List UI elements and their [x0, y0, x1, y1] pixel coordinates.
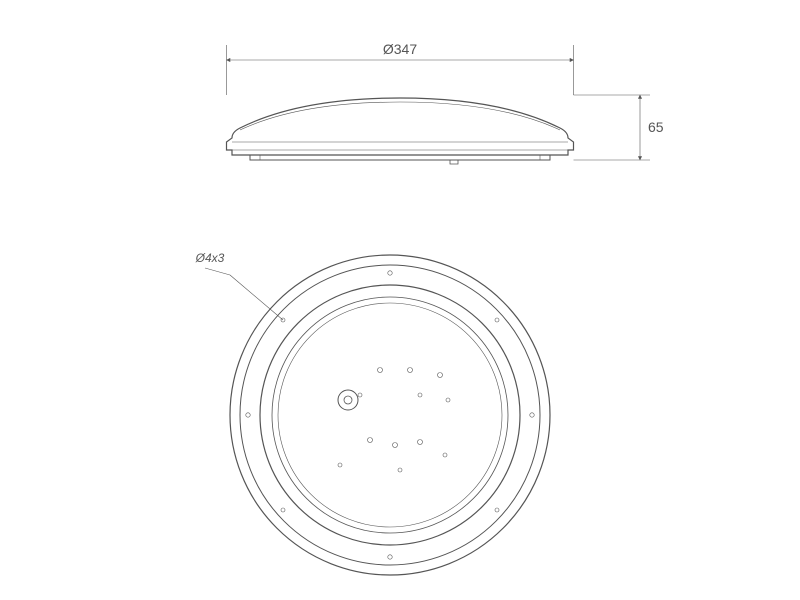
hole-label: Ø4x3 — [195, 251, 225, 265]
dome-outline — [227, 98, 574, 155]
dim-height-label: 65 — [648, 119, 664, 135]
side-view: Ø347 65 — [227, 41, 664, 164]
base-underside — [250, 155, 550, 160]
hole-leader — [230, 275, 283, 320]
technical-drawing: Ø347 65 Ø4x — [0, 0, 800, 600]
top-view: Ø4x3 — [195, 251, 550, 575]
dim-diameter-label: Ø347 — [383, 41, 417, 57]
